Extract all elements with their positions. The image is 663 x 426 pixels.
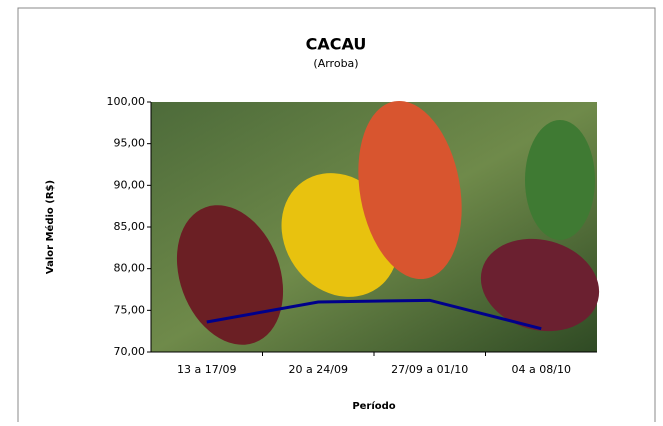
x-tick-label: 27/09 a 01/10 <box>391 363 468 376</box>
chart-title: CACAU <box>306 35 367 54</box>
x-tick-label: 20 a 24/09 <box>289 363 348 376</box>
y-axis-label: Valor Médio (R$) <box>44 180 56 274</box>
background-photo <box>151 100 600 352</box>
y-tick-label: 75,00 <box>114 303 146 316</box>
chart-subtitle: (Arroba) <box>313 57 358 70</box>
y-tick-label: 95,00 <box>114 137 146 150</box>
y-tick-label: 90,00 <box>114 178 146 191</box>
y-tick-label: 85,00 <box>114 220 146 233</box>
line-series <box>206 298 542 331</box>
x-tick-label: 04 a 08/10 <box>512 363 571 376</box>
y-tick-label: 80,00 <box>114 262 146 275</box>
y-tick-label: 70,00 <box>114 345 146 358</box>
x-tick-label: 13 a 17/09 <box>177 363 236 376</box>
y-tick-label: 100,00 <box>107 95 146 108</box>
x-axis-label: Período <box>352 400 395 412</box>
